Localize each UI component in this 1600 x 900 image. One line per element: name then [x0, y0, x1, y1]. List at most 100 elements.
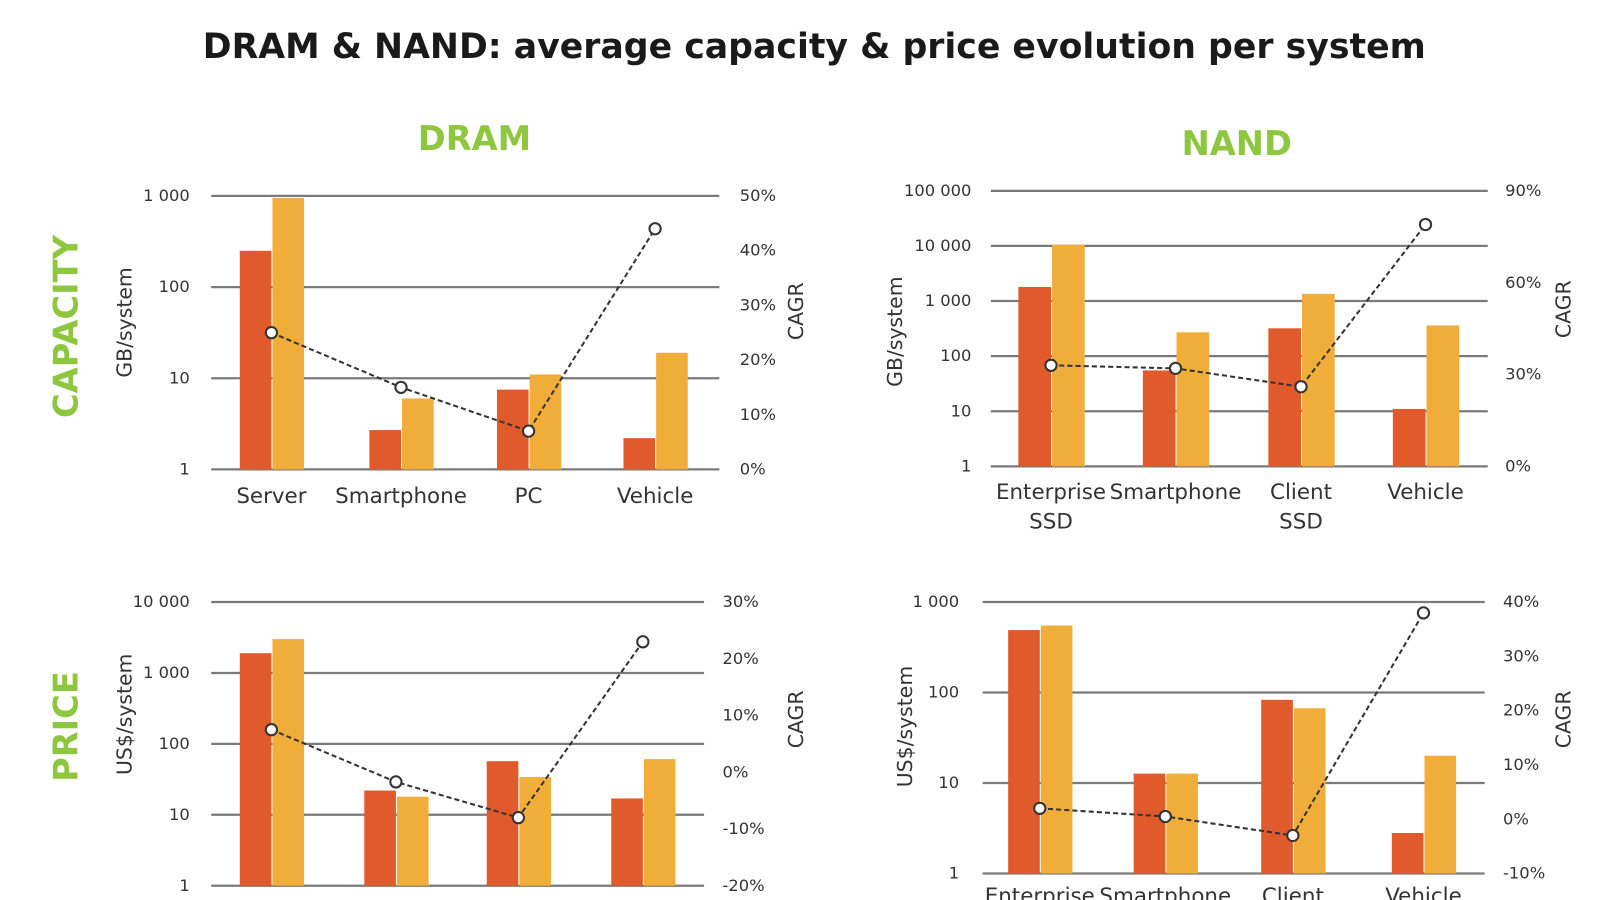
bar-series-1: [1133, 773, 1166, 874]
y-tick-label: 10 000: [914, 236, 971, 255]
y2-tick-label: 30%: [1503, 646, 1539, 665]
cagr-point: [1416, 606, 1431, 620]
y2-tick-label: 0%: [1505, 456, 1531, 475]
cagr-point: [648, 222, 662, 236]
y2-tick-label: 0%: [722, 762, 748, 781]
column-label-nand: NAND: [1182, 124, 1292, 163]
y-tick-label: 1: [179, 876, 189, 895]
y-tick-label: 100: [940, 346, 971, 365]
y-tick-label: 100: [159, 277, 190, 296]
chart-dram-price: 1 10 100 1 000 10 000 -20% -10% 0% 10% 20% 30% US$/…: [113, 592, 808, 895]
bar-series-2: [1040, 625, 1073, 874]
y2-tick-label: 0%: [1503, 809, 1529, 828]
cagr-point: [511, 811, 525, 825]
figure-title: DRAM & NAND: average capacity & price ev…: [203, 27, 1426, 67]
cagr-point: [1418, 217, 1433, 232]
category-label: Client: [1270, 480, 1332, 505]
y-axis-label: US$/system: [893, 666, 917, 787]
y2-tick-label: 30%: [740, 295, 776, 314]
y-axis-label: GB/system: [883, 276, 907, 386]
bar-series-1: [1261, 699, 1293, 874]
y-tick-label: 10: [938, 773, 959, 792]
y2-tick-label: 60%: [1505, 273, 1541, 292]
bar-series-2: [519, 777, 552, 886]
y2-axis-label: CAGR: [784, 690, 808, 748]
category-label: Vehicle: [617, 484, 694, 509]
cagr-line: [271, 228, 656, 433]
y-tick-label: 10 000: [133, 592, 190, 611]
y-tick-label: 1: [961, 456, 971, 475]
bar-series-2: [1052, 244, 1085, 467]
y-tick-label: 1 000: [143, 663, 190, 682]
y-tick-label: 10: [951, 401, 972, 420]
cagr-point: [389, 775, 403, 789]
y-tick-label: 100 000: [904, 181, 971, 200]
y2-tick-label: 50%: [740, 186, 776, 205]
y2-tick-label: 10%: [1503, 755, 1539, 774]
bar-series-2: [1426, 325, 1460, 467]
bar-series-2: [402, 398, 434, 470]
y-tick-label: 1 000: [912, 592, 959, 611]
bar-series-1: [1392, 408, 1426, 467]
category-label: Smartphone: [1099, 884, 1231, 900]
bar-series-2: [396, 796, 429, 886]
bar-series-1: [611, 798, 643, 886]
y2-tick-label: 90%: [1505, 181, 1541, 200]
y-tick-label: 1: [179, 459, 189, 478]
bar-series-1: [1018, 286, 1052, 467]
category-label: PC: [515, 484, 543, 509]
y-tick-label: 10: [169, 805, 190, 824]
cagr-point: [1044, 358, 1058, 372]
bar-series-2: [643, 759, 676, 886]
row-label-price: PRICE: [47, 671, 86, 782]
y2-axis-label: CAGR: [1551, 280, 1575, 338]
y2-tick-label: 20%: [722, 649, 758, 668]
y-tick-label: 1 000: [925, 291, 972, 310]
y2-tick-label: 20%: [740, 350, 776, 369]
bar-series-1: [486, 761, 519, 886]
y-tick-label: 1: [949, 864, 959, 883]
cagr-line: [1050, 223, 1427, 388]
bar-series-1: [1391, 833, 1424, 874]
bar-series-2: [272, 639, 305, 886]
y-axis-label: US$/system: [113, 654, 137, 775]
y2-tick-label: -10%: [1503, 864, 1545, 883]
chart-nand-price: 1 10 100 1 000 -10% 0% 10% 20% 30% 40% US$/system C…: [893, 592, 1575, 900]
y2-tick-label: 20%: [1503, 701, 1539, 720]
cagr-point: [636, 635, 650, 649]
cagr-point: [1158, 809, 1172, 824]
category-label: Enterprise: [996, 480, 1106, 505]
bar-series-1: [364, 790, 396, 886]
cagr-point: [394, 380, 408, 394]
bar-series-1: [369, 430, 402, 470]
bar-series-2: [656, 352, 688, 470]
category-label: Enterprise: [985, 884, 1095, 900]
cagr-line: [1039, 612, 1425, 837]
bar-series-1: [1142, 370, 1176, 467]
bar-series-2: [1302, 293, 1335, 467]
bar-series-2: [1176, 332, 1210, 467]
category-label: Smartphone: [335, 484, 467, 509]
cagr-point: [1286, 828, 1300, 843]
y2-tick-label: 40%: [740, 241, 776, 260]
y-tick-label: 100: [159, 734, 190, 753]
column-label-dram: DRAM: [418, 119, 531, 158]
y2-tick-label: 40%: [1503, 592, 1539, 611]
y2-tick-label: 10%: [722, 706, 758, 725]
y-tick-label: 10: [169, 368, 190, 387]
cagr-line: [271, 641, 644, 819]
category-label: Server: [236, 484, 306, 509]
y2-axis-label: CAGR: [784, 282, 808, 340]
bar-series-1: [623, 438, 656, 470]
category-label: SSD: [1279, 510, 1323, 535]
cagr-point: [1168, 361, 1183, 376]
category-label: Client: [1262, 884, 1324, 900]
bar-series-1: [239, 653, 272, 886]
bar-series-2: [1424, 755, 1457, 874]
y2-tick-label: -20%: [722, 876, 764, 895]
cagr-point: [1033, 801, 1047, 815]
cagr-point: [264, 723, 279, 737]
y-tick-label: 1 000: [143, 186, 190, 205]
cagr-point: [264, 326, 279, 340]
